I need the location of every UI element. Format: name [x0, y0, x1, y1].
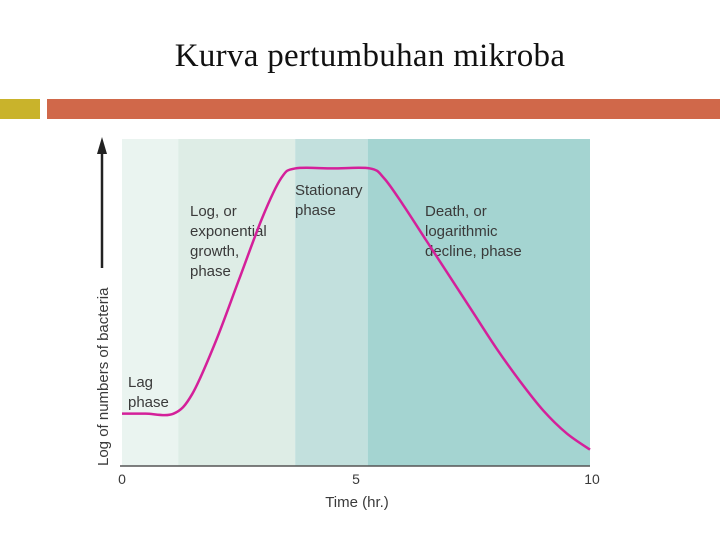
phase-label-line: phase	[190, 263, 231, 280]
phase-regions	[122, 139, 590, 466]
axes	[97, 137, 590, 467]
phase-region-1	[122, 139, 179, 466]
phase-label-2: Log, or exponential growth, phase	[190, 203, 267, 280]
phase-label-line: Lag	[128, 374, 153, 391]
growth-curve-line	[122, 166, 591, 451]
slide-title: Kurva pertumbuhan mikroba	[174, 38, 566, 74]
phase-label-line: logarithmic	[425, 223, 498, 240]
phase-label-line: growth,	[190, 243, 239, 260]
y-axis-label: Log of numbers of bacteria	[95, 287, 112, 466]
accent-bar	[47, 99, 720, 119]
x-tick-label: 10	[584, 471, 600, 487]
phase-label-3: Stationary phase	[295, 182, 363, 219]
phase-label-line: decline, phase	[425, 243, 522, 260]
phase-label-4: Death, or logarithmic decline, phase	[425, 203, 522, 260]
y-axis-arrowhead	[97, 137, 107, 154]
x-tick-labels: 0 5 10	[118, 471, 600, 487]
phase-label-line: phase	[128, 394, 169, 411]
accent-square	[0, 99, 40, 119]
x-tick-label: 5	[352, 471, 360, 487]
phase-label-line: Log, or	[190, 203, 237, 220]
phase-label-line: phase	[295, 202, 336, 219]
phase-region-2	[178, 139, 296, 466]
x-tick-label: 0	[118, 471, 126, 487]
phase-label-line: Death, or	[425, 203, 487, 220]
x-axis-label: Time (hr.)	[325, 494, 389, 511]
phase-region-3	[295, 139, 368, 466]
phase-region-4	[367, 139, 590, 466]
phase-label-1: Lag phase	[128, 374, 169, 411]
phase-label-line: exponential	[190, 223, 267, 240]
phase-label-line: Stationary	[295, 182, 363, 199]
